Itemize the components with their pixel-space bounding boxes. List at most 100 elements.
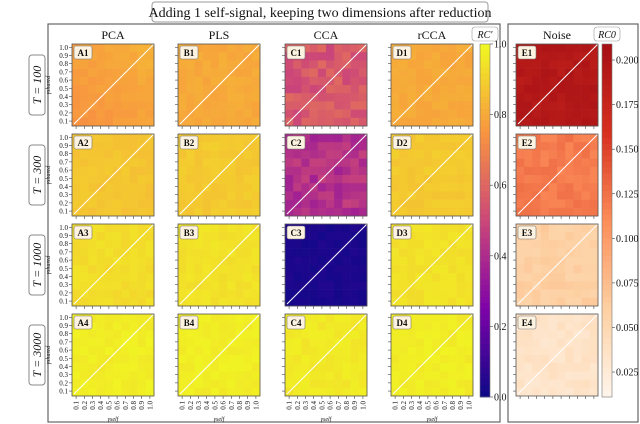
panel-id-box bbox=[517, 315, 537, 330]
heatmap-cell bbox=[581, 387, 591, 397]
heatmap-cell bbox=[565, 330, 574, 339]
heatmap-cell bbox=[243, 346, 253, 356]
heatmap-cell bbox=[448, 158, 457, 168]
heatmap-cell bbox=[293, 355, 302, 364]
colorbar-tick-label: 0.050 bbox=[616, 323, 639, 334]
heatmap-cell bbox=[557, 314, 566, 323]
heatmap-cell bbox=[194, 150, 203, 159]
heatmap-cell bbox=[194, 109, 203, 119]
heatmap-cell bbox=[96, 248, 106, 258]
heatmap-cell bbox=[88, 314, 97, 323]
heatmap-cell bbox=[540, 297, 550, 307]
heatmap-cell bbox=[251, 76, 261, 86]
heatmap-cell bbox=[293, 207, 302, 217]
heatmap-cell bbox=[448, 338, 457, 348]
heatmap-cell bbox=[145, 379, 155, 389]
heatmap-cell bbox=[432, 314, 441, 323]
heatmap-cell bbox=[210, 371, 220, 380]
heatmap-cell bbox=[334, 240, 343, 249]
heatmap-cell bbox=[129, 265, 138, 274]
heatmap-cell bbox=[145, 281, 155, 290]
heatmap-cell bbox=[72, 93, 81, 102]
heatmap-cell bbox=[285, 273, 294, 282]
heatmap-cell bbox=[464, 289, 474, 299]
heatmap-cell bbox=[516, 60, 525, 69]
y-tick-label: 0.1 bbox=[59, 208, 68, 216]
heatmap-cell bbox=[423, 183, 433, 192]
heatmap-cell bbox=[423, 273, 433, 282]
heatmap-cell bbox=[309, 355, 319, 364]
panel-id-box bbox=[73, 45, 93, 60]
heatmap-cell bbox=[334, 363, 343, 372]
heatmap-cell bbox=[96, 150, 106, 159]
heatmap-cell bbox=[448, 109, 457, 119]
heatmap-cell bbox=[194, 240, 203, 249]
heatmap-cell bbox=[235, 191, 244, 200]
heatmap-cell bbox=[581, 175, 591, 184]
heatmap-cell bbox=[407, 117, 416, 127]
heatmap-cell bbox=[88, 379, 97, 389]
heatmap-cell bbox=[194, 289, 203, 299]
colorbar-tick-label: 0.6 bbox=[494, 181, 507, 192]
heatmap-cell bbox=[194, 166, 203, 176]
heatmap-cell bbox=[121, 183, 130, 192]
heatmap-cell bbox=[210, 109, 220, 119]
heatmap-cell bbox=[326, 379, 335, 389]
heatmap-cell bbox=[589, 150, 599, 159]
heatmap-cell bbox=[186, 191, 195, 200]
heatmap-cell bbox=[202, 346, 212, 356]
colorbar-segment bbox=[480, 61, 490, 68]
heatmap-cell bbox=[137, 60, 147, 69]
heatmap-cell bbox=[227, 240, 236, 249]
heatmap-cell bbox=[407, 330, 416, 339]
heatmap-cell bbox=[581, 379, 591, 389]
panel-border bbox=[515, 223, 599, 307]
heatmap-cell bbox=[243, 199, 253, 209]
heatmap-cell bbox=[202, 338, 212, 348]
heatmap-cell bbox=[309, 150, 319, 159]
heatmap-cell bbox=[342, 52, 351, 61]
heatmap-cell bbox=[219, 85, 228, 94]
heatmap-cell bbox=[557, 158, 566, 168]
colorbar-segment bbox=[602, 279, 612, 286]
heatmap-cell bbox=[210, 232, 220, 241]
heatmap-cell bbox=[80, 101, 89, 110]
colorbar-segment bbox=[480, 220, 490, 227]
heatmap-cell bbox=[80, 93, 89, 102]
heatmap-cell bbox=[72, 248, 81, 258]
heatmap-panel-C2: C2 bbox=[282, 133, 368, 219]
heatmap-cell bbox=[326, 52, 335, 61]
heatmap-cell bbox=[104, 314, 114, 323]
heatmap-cell bbox=[448, 363, 457, 372]
heatmap-cell bbox=[96, 289, 106, 299]
heatmap-cell bbox=[301, 379, 310, 389]
heatmap-cell bbox=[113, 224, 122, 233]
colorbar-tick-label: 0.0 bbox=[494, 393, 507, 404]
heatmap-cell bbox=[243, 330, 253, 339]
colorbar-tick-label: 0.025 bbox=[616, 368, 639, 379]
heatmap-cell bbox=[88, 150, 97, 159]
heatmap-cell bbox=[557, 60, 566, 69]
heatmap-cell bbox=[202, 207, 212, 217]
heatmap-cell bbox=[342, 44, 351, 53]
colorbar-segment bbox=[602, 67, 612, 74]
heatmap-cell bbox=[448, 175, 457, 184]
heatmap-cell bbox=[342, 363, 351, 372]
heatmap-cell bbox=[227, 142, 236, 151]
heatmap-cell bbox=[524, 387, 533, 397]
heatmap-cell bbox=[104, 256, 114, 266]
heatmap-cell bbox=[145, 371, 155, 380]
heatmap-panel-C1: C1 bbox=[282, 43, 368, 129]
heatmap-cell bbox=[532, 256, 541, 266]
heatmap-cell bbox=[440, 150, 449, 159]
heatmap-cell bbox=[194, 330, 203, 339]
heatmap-cell bbox=[350, 289, 360, 299]
x-tick-label: 0.5 bbox=[424, 401, 432, 410]
heatmap-cell bbox=[96, 101, 106, 110]
heatmap-cell bbox=[516, 281, 525, 290]
heatmap-cell bbox=[448, 85, 457, 94]
heatmap-cell bbox=[145, 183, 155, 192]
heatmap-cell bbox=[96, 371, 106, 380]
heatmap-cell bbox=[129, 52, 138, 61]
heatmap-cell bbox=[589, 199, 599, 209]
